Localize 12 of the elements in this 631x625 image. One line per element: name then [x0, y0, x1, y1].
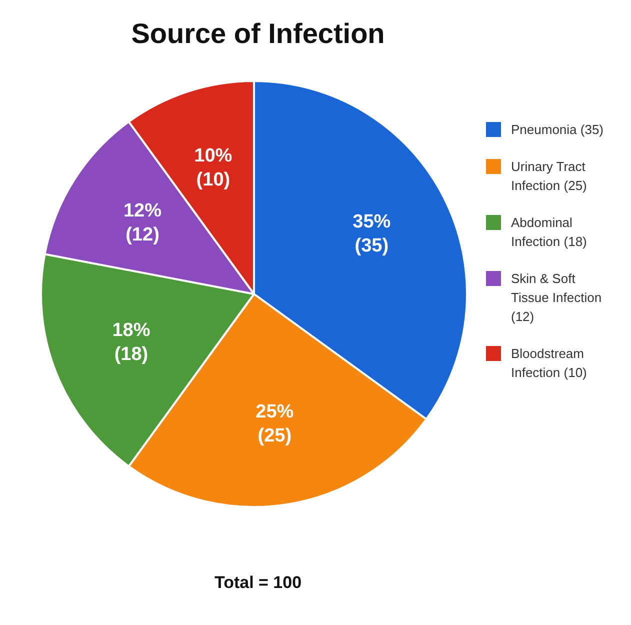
legend-label: Bloodstream Infection (10) [511, 345, 588, 382]
legend-label: Skin & Soft Tissue Infection (12) [511, 270, 603, 326]
data-label: 25% (25) [256, 402, 294, 447]
data-label: 35% (35) [352, 211, 391, 256]
data-label: 18% (18) [112, 320, 150, 365]
data-label: 10% (10) [194, 146, 232, 191]
chart-title: Source of Infection [130, 18, 386, 50]
text: Total = 100 [213, 573, 303, 593]
data-label: 12% (12) [123, 200, 162, 246]
legend-label: Abdominal Infection (18) [511, 214, 588, 251]
legend-label: Urinary Tract Infection (25) [511, 158, 588, 195]
legend-label: Pneumonia (35) [511, 121, 604, 139]
